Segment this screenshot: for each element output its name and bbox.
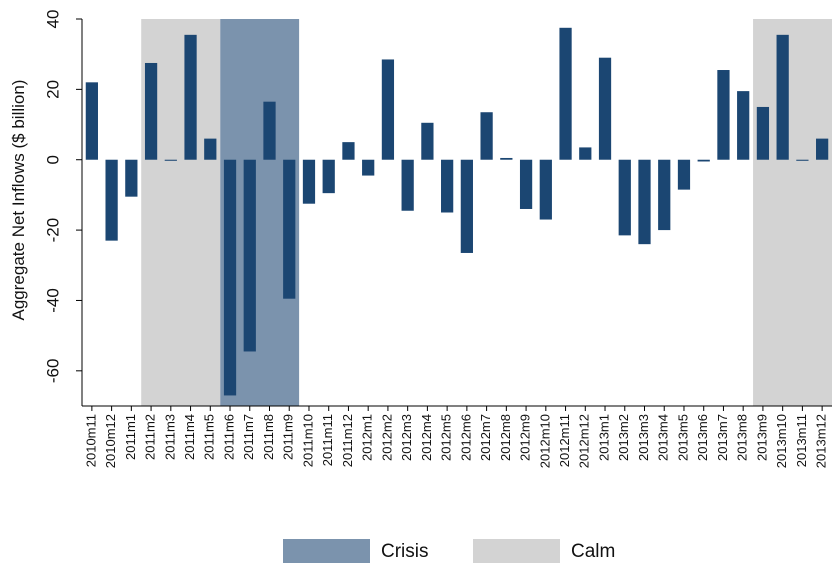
x-tick-label: 2012m12 [577, 414, 592, 468]
bar [480, 112, 493, 160]
x-tick-label: 2011m3 [162, 414, 177, 460]
x-tick-label: 2011m6 [221, 414, 236, 460]
bar [618, 159, 631, 236]
bar [717, 70, 730, 160]
bar [381, 59, 395, 160]
x-tick-label: 2011m1 [123, 414, 138, 460]
x-tick-label: 2011m5 [202, 414, 217, 460]
x-tick-label: 2011m11 [320, 414, 335, 466]
bar [223, 159, 237, 396]
x-tick-label: 2013m8 [735, 414, 750, 461]
x-tick-label: 2013m6 [695, 414, 710, 461]
x-tick-label: 2013m3 [636, 414, 651, 461]
legend-swatch [473, 539, 560, 563]
bar [204, 138, 217, 160]
bar [362, 159, 375, 176]
legend-label: Calm [571, 541, 615, 562]
bar [796, 159, 809, 161]
x-tick-label: 2013m4 [656, 414, 671, 461]
y-tick-label: 20 [43, 80, 62, 99]
y-tick-label: -60 [43, 359, 62, 384]
y-tick-label: -40 [43, 288, 62, 313]
x-tick-label: 2011m12 [340, 414, 355, 467]
x-tick-label: 2012m6 [458, 414, 473, 461]
bar [85, 82, 98, 160]
x-tick-label: 2012m10 [537, 414, 552, 468]
bar [559, 27, 572, 160]
bar [164, 159, 177, 161]
bar [598, 57, 612, 160]
x-tick-label: 2010m12 [103, 414, 118, 468]
x-tick-label: 2013m5 [675, 414, 690, 461]
bar [539, 159, 552, 220]
bar [144, 62, 158, 160]
bar [243, 159, 256, 352]
bar [579, 147, 592, 160]
bar [500, 157, 513, 160]
bar [421, 122, 434, 160]
x-tick-label: 2012m3 [399, 414, 414, 461]
bar [283, 159, 296, 299]
x-tick-label: 2013m10 [774, 414, 789, 468]
bar [776, 34, 789, 160]
bar [756, 106, 770, 160]
x-tick-label: 2012m1 [360, 414, 375, 461]
x-tick-label: 2012m8 [498, 414, 513, 461]
x-tick-label: 2011m4 [182, 414, 197, 460]
x-tick-label: 2013m2 [616, 414, 631, 461]
x-tick-label: 2013m12 [814, 414, 829, 468]
x-tick-label: 2013m9 [754, 414, 769, 461]
bar [441, 159, 454, 213]
bar [519, 159, 533, 209]
x-tick-label: 2010m11 [83, 414, 98, 467]
x-tick-label: 2012m5 [439, 414, 454, 461]
x-tick-label: 2011m7 [241, 414, 256, 460]
bar [401, 159, 414, 211]
x-tick-label: 2013m11 [794, 414, 809, 467]
x-tick-label: 2013m1 [596, 414, 611, 461]
x-tick-label: 2011m9 [281, 414, 296, 460]
x-tick-label: 2012m2 [379, 414, 394, 461]
x-tick-label: 2012m11 [557, 414, 572, 467]
bar [697, 159, 710, 162]
bar [658, 159, 671, 231]
bar [125, 159, 138, 197]
bar [677, 159, 691, 190]
bar [460, 159, 473, 253]
y-tick-label: -20 [43, 218, 62, 243]
y-tick-label: 40 [43, 10, 62, 29]
x-tick-label: 2012m4 [419, 414, 434, 461]
x-tick-label: 2011m2 [143, 414, 158, 460]
bar [322, 159, 335, 194]
bar [105, 159, 118, 241]
bar [263, 101, 276, 160]
bar [638, 159, 651, 245]
x-tick-label: 2011m8 [261, 414, 276, 460]
bar [302, 159, 316, 204]
y-tick-label: 0 [43, 155, 62, 164]
x-tick-label: 2012m7 [478, 414, 493, 461]
bar [816, 138, 829, 160]
x-tick-label: 2013m7 [715, 414, 730, 461]
y-axis-title: Aggregate Net Inflows ($ billion) [9, 80, 28, 321]
bar [342, 142, 355, 160]
legend-swatch [283, 539, 370, 563]
legend-label: Crisis [381, 541, 429, 562]
shaded-region [753, 19, 832, 406]
bar [184, 34, 197, 160]
x-tick-label: 2011m10 [300, 414, 315, 467]
x-tick-label: 2012m9 [518, 414, 533, 461]
bar [737, 91, 750, 160]
